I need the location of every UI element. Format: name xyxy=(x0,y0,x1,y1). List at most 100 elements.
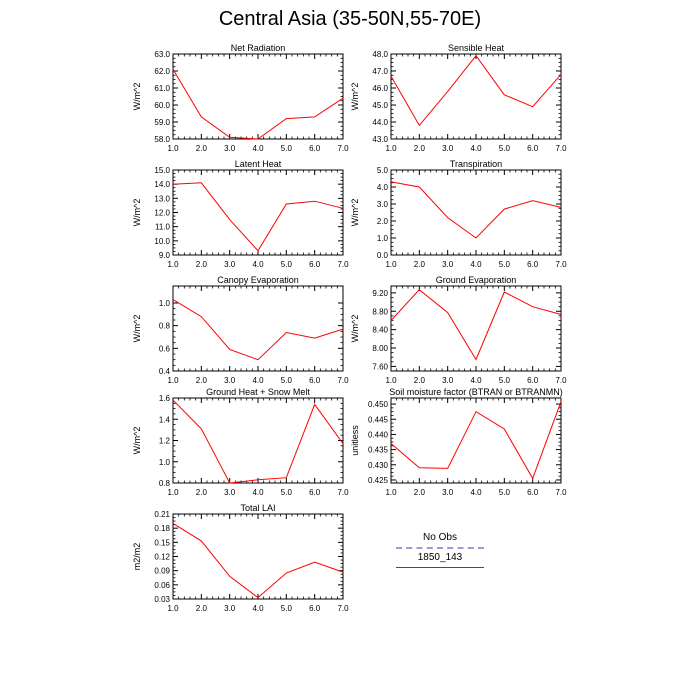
y-tick-label: 48.0 xyxy=(372,50,388,59)
y-tick-label: 7.60 xyxy=(372,362,388,371)
y-tick-label: 0.06 xyxy=(154,581,170,590)
y-tick-label: 0.425 xyxy=(368,476,389,485)
panel-5: Canopy Evaporation W/m^2 1.0 2.0 3.0 4.0 5.0 6.… xyxy=(132,275,349,385)
x-tick-label: 2.0 xyxy=(196,488,208,497)
series-line xyxy=(172,182,344,252)
y-tick-label: 0.15 xyxy=(154,538,170,547)
y-tick-label: 0.440 xyxy=(368,430,389,439)
y-axis-label: W/m^2 xyxy=(132,427,142,455)
panel-2: Sensible Heat W/m^2 1.0 2.0 3.0 4.0 5.0 6.0 7.0 4… xyxy=(350,43,567,153)
y-tick-label: 43.0 xyxy=(372,135,388,144)
x-tick-label: 3.0 xyxy=(442,488,454,497)
x-tick-label: 4.0 xyxy=(470,376,482,385)
x-tick-label: 4.0 xyxy=(252,376,264,385)
x-tick-label: 6.0 xyxy=(527,260,539,269)
x-tick-label: 6.0 xyxy=(527,488,539,497)
x-tick-label: 2.0 xyxy=(196,376,208,385)
y-tick-label: 45.0 xyxy=(372,101,388,110)
panel-title: Soil moisture factor (BTRAN or BTRANMN) xyxy=(389,387,563,397)
x-tick-label: 1.0 xyxy=(385,488,397,497)
panel-title: Latent Heat xyxy=(235,159,282,169)
x-tick-label: 5.0 xyxy=(281,260,293,269)
panel-title: Sensible Heat xyxy=(448,43,505,53)
series-line xyxy=(390,401,562,480)
series-line xyxy=(172,399,344,484)
x-tick-label: 4.0 xyxy=(252,144,264,153)
x-tick-label: 3.0 xyxy=(442,376,454,385)
x-tick-label: 7.0 xyxy=(337,604,349,613)
x-tick-label: 7.0 xyxy=(555,376,567,385)
y-axis-label: m2/m2 xyxy=(132,543,142,571)
y-axis-label: W/m^2 xyxy=(132,199,142,227)
plot-frame xyxy=(390,169,562,256)
legend-model-label: 1850_143 xyxy=(417,552,463,563)
y-tick-label: 60.0 xyxy=(154,101,170,110)
panel-4: Transpiration W/m^2 1.0 2.0 3.0 4.0 5.0 6.0 7.0 0… xyxy=(350,159,567,269)
y-tick-label: 1.6 xyxy=(159,394,171,403)
x-tick-label: 3.0 xyxy=(442,144,454,153)
y-tick-label: 1.0 xyxy=(377,234,389,243)
x-tick-label: 7.0 xyxy=(337,488,349,497)
x-tick-label: 3.0 xyxy=(224,260,236,269)
x-tick-label: 5.0 xyxy=(281,604,293,613)
legend-obs-label: No Obs xyxy=(423,532,457,543)
x-tick-label: 2.0 xyxy=(196,604,208,613)
x-tick-label: 7.0 xyxy=(555,144,567,153)
y-tick-label: 0.0 xyxy=(377,251,389,260)
y-tick-label: 0.12 xyxy=(154,553,170,562)
y-tick-label: 8.40 xyxy=(372,326,388,335)
panel-8: Soil moisture factor (BTRAN or BTRANMN) u… xyxy=(350,387,567,497)
series-line xyxy=(172,299,344,361)
y-axis-label: W/m^2 xyxy=(350,315,360,343)
panel-title: Transpiration xyxy=(450,159,502,169)
x-tick-label: 2.0 xyxy=(414,260,426,269)
x-tick-label: 6.0 xyxy=(309,488,321,497)
y-tick-label: 44.0 xyxy=(372,118,388,127)
x-tick-label: 7.0 xyxy=(555,488,567,497)
y-tick-label: 10.0 xyxy=(154,237,170,246)
plot-frame xyxy=(172,285,344,372)
y-tick-label: 3.0 xyxy=(377,200,389,209)
x-tick-label: 5.0 xyxy=(281,376,293,385)
x-tick-label: 1.0 xyxy=(167,144,179,153)
x-tick-label: 2.0 xyxy=(196,144,208,153)
plot-frame xyxy=(390,53,562,140)
x-tick-label: 1.0 xyxy=(385,144,397,153)
x-tick-label: 1.0 xyxy=(167,488,179,497)
y-tick-label: 1.2 xyxy=(159,437,171,446)
x-tick-label: 6.0 xyxy=(527,376,539,385)
y-tick-label: 0.8 xyxy=(159,322,171,331)
x-tick-label: 3.0 xyxy=(224,144,236,153)
x-tick-label: 4.0 xyxy=(470,488,482,497)
x-tick-label: 1.0 xyxy=(385,260,397,269)
y-tick-label: 12.0 xyxy=(154,209,170,218)
series-line xyxy=(172,522,344,599)
x-tick-label: 1.0 xyxy=(167,260,179,269)
x-tick-label: 6.0 xyxy=(309,376,321,385)
x-tick-label: 5.0 xyxy=(499,488,511,497)
x-tick-label: 3.0 xyxy=(224,488,236,497)
panel-title: Ground Evaporation xyxy=(436,275,517,285)
y-axis-label: W/m^2 xyxy=(350,83,360,111)
series-line xyxy=(172,69,344,140)
x-tick-label: 5.0 xyxy=(499,144,511,153)
y-axis-label: unitless xyxy=(350,425,360,456)
y-tick-label: 1.4 xyxy=(159,415,171,424)
x-tick-label: 5.0 xyxy=(281,144,293,153)
panel-3: Latent Heat W/m^2 1.0 2.0 3.0 4.0 5.0 6.0 7.0 9.0… xyxy=(132,159,349,269)
x-tick-label: 7.0 xyxy=(337,144,349,153)
x-tick-label: 1.0 xyxy=(167,376,179,385)
x-tick-label: 6.0 xyxy=(309,260,321,269)
y-tick-label: 0.03 xyxy=(154,595,170,604)
plot-frame xyxy=(172,53,344,140)
y-tick-label: 13.0 xyxy=(154,194,170,203)
panel-1: Net Radiation W/m^2 1.0 2.0 3.0 4.0 5.0 6.0 7.0 5… xyxy=(132,43,349,153)
series-line xyxy=(390,54,562,127)
y-tick-label: 62.0 xyxy=(154,67,170,76)
x-tick-label: 1.0 xyxy=(167,604,179,613)
x-tick-label: 6.0 xyxy=(309,144,321,153)
y-tick-label: 2.0 xyxy=(377,217,389,226)
x-tick-label: 5.0 xyxy=(281,488,293,497)
plot-frame xyxy=(172,513,344,600)
